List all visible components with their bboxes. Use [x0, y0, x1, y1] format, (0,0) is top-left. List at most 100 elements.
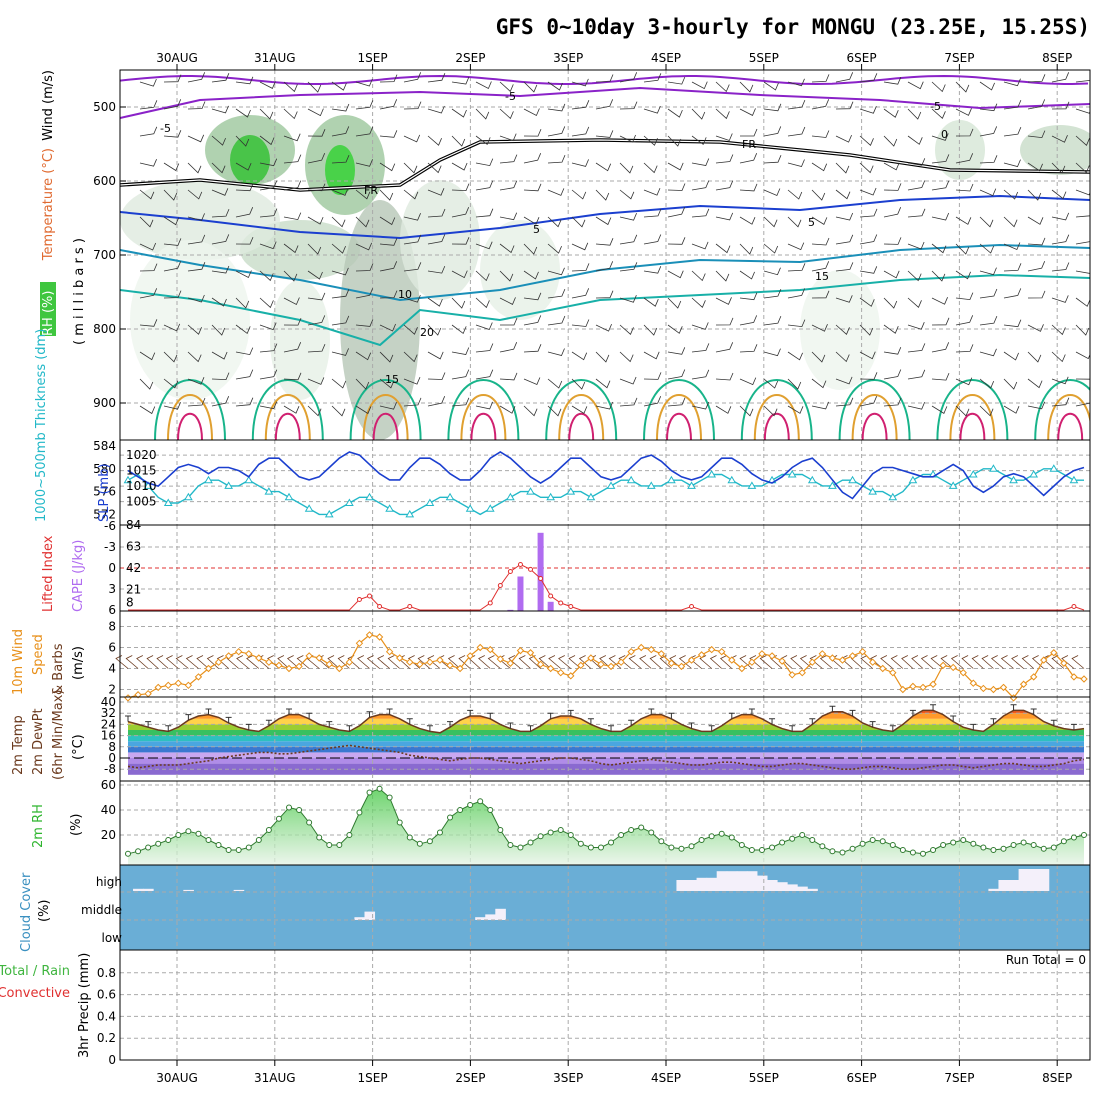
t2m-minmax-bar — [789, 725, 796, 732]
wind-barb — [547, 154, 566, 164]
rh2m-marker — [638, 824, 645, 831]
t2m-unit: (°C) — [71, 734, 86, 760]
contour-label-m5c: -5 — [930, 100, 941, 113]
wind10m-barb — [458, 655, 471, 669]
wind-barb — [979, 348, 997, 357]
wind10m-barb — [417, 655, 431, 669]
rh2m-marker — [849, 845, 856, 852]
t2m-minmax-bar — [245, 723, 252, 730]
wind10m-marker — [295, 662, 303, 671]
wind10m-barb — [890, 655, 904, 669]
wind10m-marker — [969, 679, 978, 687]
wind10m-marker — [768, 652, 776, 660]
wind-barb — [187, 162, 202, 174]
wind-barb — [595, 290, 614, 299]
wind-barb — [259, 208, 278, 218]
rh2m-tick-label: 40 — [101, 803, 116, 817]
precip-convective-label: Convective — [0, 986, 70, 1001]
wind-barb — [979, 126, 998, 137]
contour-m10 — [120, 74, 1089, 86]
wind-barb — [667, 207, 686, 218]
rh2m-marker — [980, 844, 987, 851]
rh2m-marker — [225, 847, 232, 853]
wind-barb — [355, 319, 374, 327]
wind-barb — [787, 159, 805, 167]
temp-band — [128, 752, 1084, 758]
wind-barb — [355, 159, 373, 167]
rh2m-marker — [1050, 844, 1057, 851]
wind-barb — [307, 243, 322, 255]
wind10m-barb — [156, 655, 169, 669]
li-tick-label: -3 — [104, 540, 116, 554]
wind-barb — [859, 73, 878, 83]
wind-barb — [451, 347, 470, 355]
rh2m-marker — [396, 819, 403, 826]
wind-barb — [307, 129, 326, 137]
wind-barb — [859, 351, 876, 360]
wind-barb — [379, 261, 398, 272]
wind-barb — [379, 216, 396, 226]
wind-barb — [235, 324, 251, 335]
cloud-mid-bar — [354, 917, 365, 920]
contour-20 — [740, 379, 813, 440]
thickness-marker — [1069, 475, 1079, 484]
rh2m-marker — [275, 815, 282, 822]
wind10m-barb — [911, 655, 924, 669]
wind10m-marker — [446, 661, 454, 670]
top-day-label: 1SEP — [358, 51, 388, 65]
t2m-minmax-bar — [990, 718, 997, 725]
wind-barb — [379, 238, 398, 246]
rh2m-marker — [718, 830, 725, 837]
thickness-marker — [968, 470, 978, 478]
wind-barb — [571, 189, 587, 200]
contour-25 — [1047, 394, 1090, 440]
wind-barb — [859, 266, 878, 274]
contour-20 — [251, 379, 324, 440]
wind10m-barb — [880, 655, 894, 669]
wind-barb — [979, 103, 998, 112]
wind-barb — [667, 297, 682, 309]
wind-barb — [331, 188, 349, 196]
rh2m-marker — [537, 833, 544, 840]
wind-barb — [811, 351, 826, 363]
wind-barb — [811, 290, 830, 299]
thickness-marker — [345, 498, 354, 506]
wind-barb — [451, 297, 466, 309]
wind-barb — [187, 294, 205, 303]
wind10m-marker — [1019, 680, 1028, 688]
wind-barb — [475, 81, 492, 90]
contour-30 — [763, 412, 790, 440]
wind-barb — [859, 396, 878, 407]
wind-barb — [667, 108, 683, 118]
wind-barb — [763, 378, 779, 389]
wind-barb — [523, 108, 540, 117]
wind10m-barb — [175, 655, 189, 669]
precip-panel: 0.8 0.6 0.4 0.2 0 Run Total = 0 Total / Rain… — [0, 949, 1091, 1067]
svg-text:Wind (m/s): Wind (m/s) — [41, 70, 56, 141]
chart-title: GFS 0~10day 3-hourly for MONGU (23.25E, … — [496, 15, 1090, 39]
wind-barb — [307, 405, 322, 417]
wind-barb — [331, 154, 350, 164]
wind-barb — [883, 270, 900, 279]
wind10m-marker — [275, 661, 283, 670]
wind-barb — [595, 351, 610, 363]
wind-barb — [931, 154, 950, 164]
wind-barb — [643, 324, 658, 336]
rh2m-marker — [416, 840, 423, 847]
thickness-marker — [506, 492, 515, 501]
wind-barb — [259, 241, 277, 250]
wind10m-marker — [335, 664, 344, 673]
rh2m-marker — [145, 844, 152, 851]
rh2m-marker — [789, 835, 796, 842]
cloud-high-label: high — [96, 875, 122, 889]
thickness-marker — [747, 481, 757, 489]
li-marker — [487, 600, 493, 606]
t2m-tick-label: 24 — [101, 717, 116, 731]
rh2m-marker — [175, 832, 182, 838]
wind10m-marker — [456, 664, 464, 673]
wind-barb — [571, 351, 588, 361]
wind-barb — [235, 270, 252, 279]
wind-barb — [427, 162, 442, 174]
wind-barb — [211, 105, 229, 114]
bottom-day-label: 6SEP — [847, 1071, 877, 1085]
